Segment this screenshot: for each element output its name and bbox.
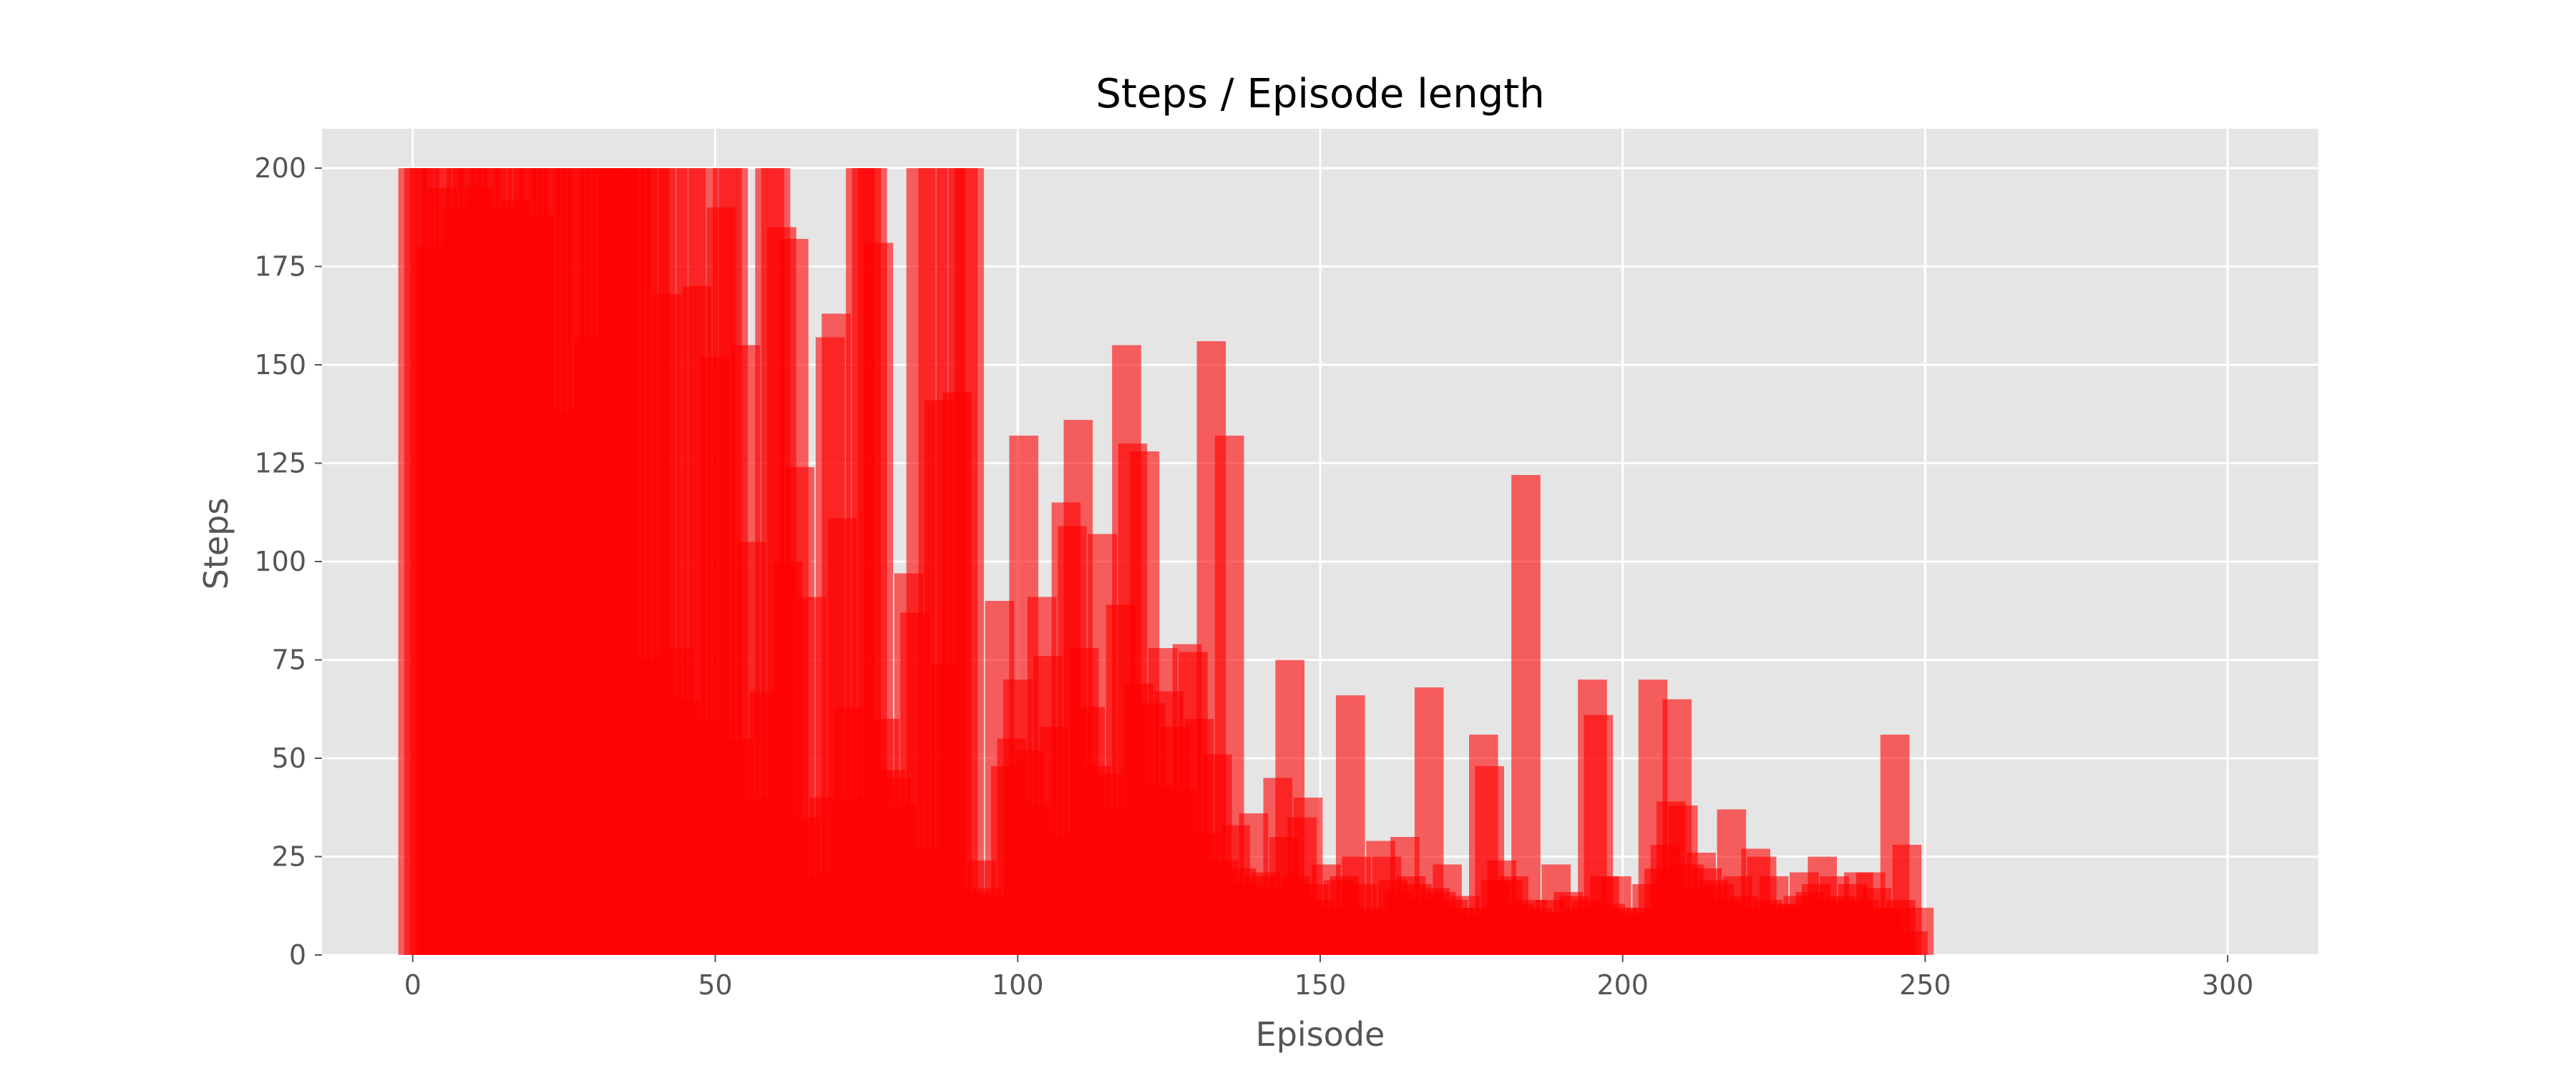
chart-title: Steps / Episode length: [1096, 71, 1544, 117]
x-axis-ticks: 0 50 100 150 200 250 300: [404, 955, 2254, 1001]
y-tick-label: 125: [254, 448, 306, 479]
bars: [398, 168, 1934, 955]
bar-episode-184: [1511, 475, 1541, 955]
y-tick-label: 50: [272, 743, 306, 774]
x-axis-label: Episode: [1256, 1015, 1385, 1054]
y-tick-label: 175: [254, 251, 306, 283]
y-axis-label: Steps: [197, 498, 235, 590]
x-tick-label: 200: [1596, 969, 1649, 1001]
x-tick-label: 100: [992, 969, 1044, 1001]
bar-episode-92: [955, 168, 984, 955]
y-axis-ticks: 0 25 50 75 100 125 150 175 200: [254, 152, 322, 971]
x-tick-label: 250: [1899, 969, 1951, 1001]
x-tick-label: 300: [2202, 969, 2254, 1001]
x-tick-label: 50: [698, 969, 732, 1001]
bar-episode-249: [1904, 908, 1934, 955]
y-tick-label: 200: [254, 152, 306, 184]
x-tick-label: 0: [404, 969, 421, 1001]
y-tick-label: 150: [254, 349, 306, 381]
x-tick-label: 150: [1294, 969, 1347, 1001]
y-tick-label: 75: [272, 645, 306, 676]
y-tick-label: 0: [289, 939, 306, 971]
y-tick-label: 100: [254, 546, 306, 577]
y-tick-label: 25: [272, 841, 306, 873]
